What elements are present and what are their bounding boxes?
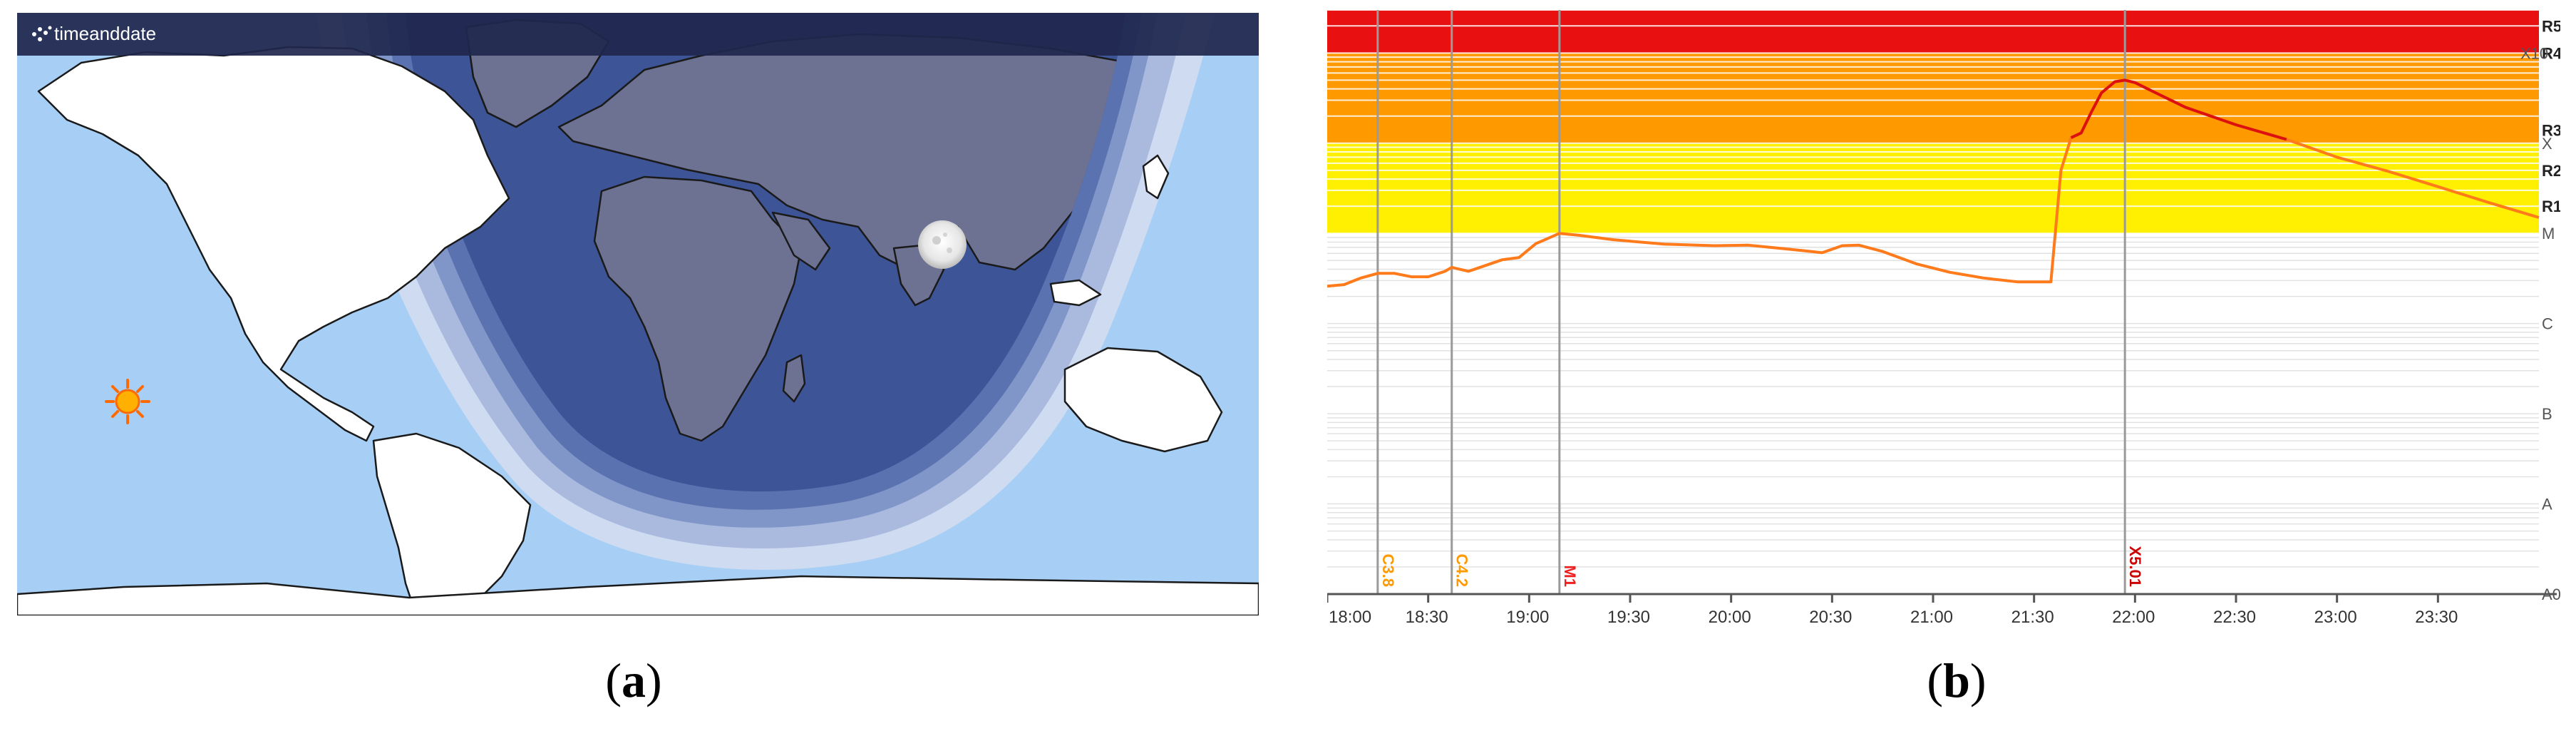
class-label-a: A <box>2542 496 2552 513</box>
class-label-r5: R5 <box>2542 17 2560 35</box>
class-label-r4: R4 <box>2542 44 2560 62</box>
brand-name: timeanddate <box>54 23 156 44</box>
class-label-r3: R3 <box>2542 121 2560 139</box>
x-tick-label: 20:00 <box>1709 608 1751 627</box>
caption-b: (b) <box>1927 653 1987 707</box>
class-label-b: B <box>2542 405 2552 423</box>
event-markers: C3.8 C4.2 M1 X5.01 <box>1376 10 2144 594</box>
flux-bands <box>1327 10 2539 234</box>
grid-lines <box>1327 9 2539 595</box>
flux-series <box>1327 78 2540 288</box>
class-label-r1: R1 <box>2542 198 2560 215</box>
x-tick-label: 19:30 <box>1607 608 1650 627</box>
brand-bar <box>17 13 1259 56</box>
class-label-x10: X10 <box>2520 44 2548 62</box>
x-tick-label: 22:00 <box>2112 608 2155 627</box>
sun-icon <box>105 379 150 424</box>
x-tick-label: 20:30 <box>1809 608 1852 627</box>
class-label-m: M <box>2542 225 2555 242</box>
event-label-c4-2: C4.2 <box>1453 554 1471 587</box>
x-axis: 18:00 18:30 19:00 19:30 20:00 20:30 21:00 21:30… <box>1327 593 2557 627</box>
x-tick-label: 21:00 <box>1910 608 1953 627</box>
x-tick-label: 22:30 <box>2213 608 2256 627</box>
x-tick-label: 23:30 <box>2415 608 2458 627</box>
class-label-c: C <box>2542 315 2553 333</box>
day-night-world-map: timeanddate <box>17 13 1259 615</box>
caption-a: (a) <box>605 653 662 707</box>
x-tick-label: 19:00 <box>1506 608 1549 627</box>
flux-band-r3 <box>1327 53 2539 143</box>
event-label-x5-01: X5.01 <box>2126 546 2144 588</box>
x-tick-label: 18:00 <box>1329 608 1371 627</box>
time-and-date-logo <box>32 26 52 41</box>
flux-band-r4-r5 <box>1327 10 2539 53</box>
x-tick-label: 18:30 <box>1406 608 1448 627</box>
flux-series-peak <box>2070 78 2287 141</box>
x-tick-label: 21:30 <box>2011 608 2054 627</box>
event-label-m1: M1 <box>1561 565 1579 587</box>
moon-icon <box>918 220 967 269</box>
class-label-x: X <box>2542 135 2552 153</box>
x-tick-label: 23:00 <box>2314 608 2357 627</box>
class-label-r2: R2 <box>2542 162 2560 180</box>
event-label-c3-8: C3.8 <box>1379 554 1397 587</box>
